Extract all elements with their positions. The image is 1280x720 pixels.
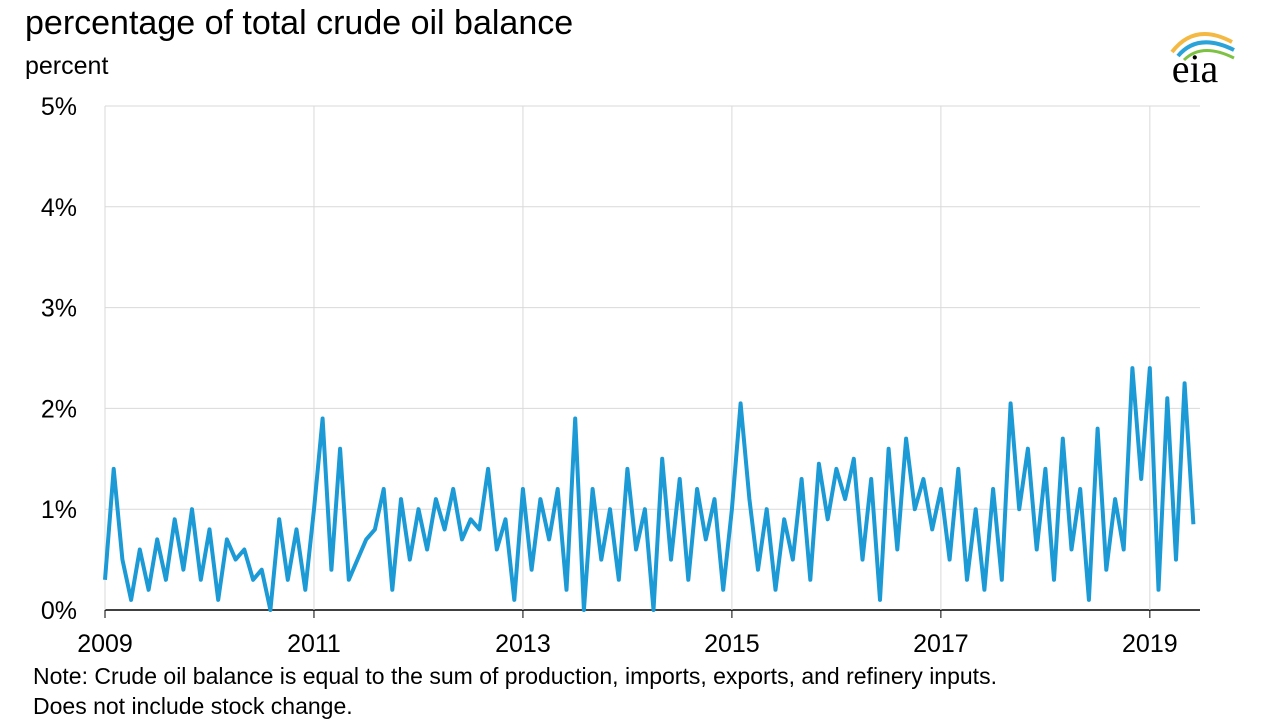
- y-tick-label: 2%: [41, 395, 77, 423]
- x-tick-label: 2011: [287, 630, 341, 658]
- x-tick-label: 2013: [495, 630, 551, 658]
- x-tick-label: 2009: [77, 630, 133, 658]
- x-tick-label: 2019: [1122, 630, 1178, 658]
- logo-arc: [1170, 32, 1233, 54]
- note: Note: Crude oil balance is equal to the …: [33, 663, 997, 689]
- y-tick-label: 0%: [41, 597, 77, 625]
- y-tick-label: 5%: [41, 93, 77, 121]
- chart-subtitle: percent: [25, 52, 108, 80]
- logo-arc: [1176, 40, 1235, 58]
- y-tick-label: 3%: [41, 295, 77, 323]
- chart-title: percentage of total crude oil balance: [25, 4, 573, 42]
- y-tick-label: 1%: [41, 496, 77, 524]
- logo-arc: [1182, 49, 1235, 62]
- x-tick-label: 2017: [913, 630, 969, 658]
- data-line: [103, 366, 1196, 612]
- logo: eia: [1172, 46, 1219, 91]
- y-tick-label: 4%: [41, 194, 77, 222]
- note: Does not include stock change.: [33, 693, 353, 719]
- x-tick-label: 2015: [704, 630, 760, 658]
